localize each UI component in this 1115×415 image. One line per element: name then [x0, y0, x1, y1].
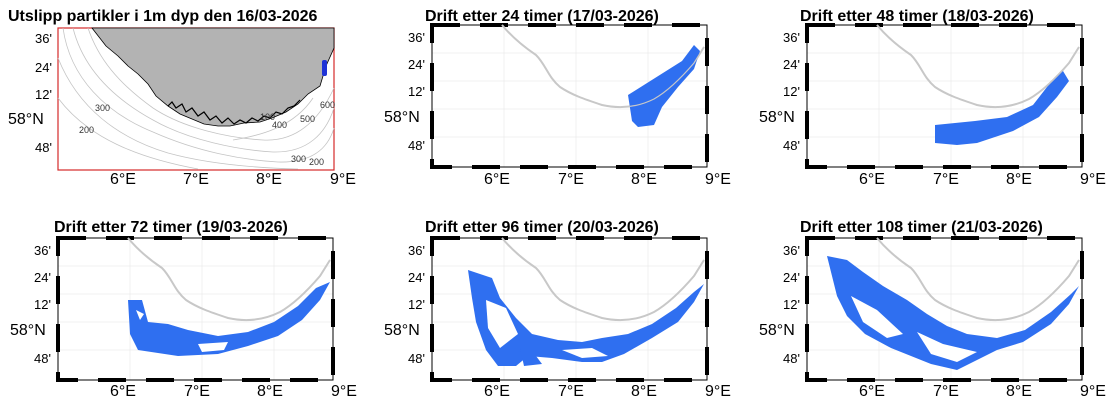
lat-label: 48' [34, 351, 51, 366]
panel-title: Drift etter 24 timer (17/03-2026) [425, 8, 659, 25]
lat-label: 36' [783, 30, 800, 45]
lat-label: 36' [35, 31, 52, 46]
lat-label: 24' [783, 270, 800, 285]
lat-label: 36' [783, 243, 800, 258]
lon-label: 6°E [859, 171, 885, 188]
drift-map [56, 236, 335, 382]
lon-label: 9°E [705, 171, 731, 188]
lon-label: 9°E [331, 383, 357, 400]
panel-title: Utslipp partikler i 1m dyp den 16/03-202… [8, 8, 318, 25]
lat-label: 24' [783, 57, 800, 72]
lat-label: 48' [408, 138, 425, 153]
lon-label: 7°E [933, 383, 959, 400]
lat-label: 24' [35, 60, 52, 75]
particle-cloud [520, 348, 542, 366]
lat-label: 58°N [759, 322, 795, 339]
particle-cloud [827, 256, 1079, 370]
panel-title: Drift etter 108 timer (21/03-2026) [800, 219, 1043, 236]
lon-label: 9°E [1080, 171, 1106, 188]
coastline [501, 237, 705, 321]
lat-label: 48' [783, 138, 800, 153]
coastline-overlay [876, 237, 1080, 321]
lat-label: 24' [408, 57, 425, 72]
particle-gap [562, 348, 608, 358]
coastline [501, 24, 705, 108]
lon-label: 6°E [110, 383, 136, 400]
lon-label: 8°E [1006, 171, 1032, 188]
contour-label: 100 [260, 112, 276, 122]
lat-label: 36' [408, 30, 425, 45]
coastline-overlay [501, 237, 705, 321]
lat-label: 58°N [8, 111, 44, 128]
drift-map [430, 23, 709, 169]
particle-gap [851, 296, 903, 338]
lon-label: 6°E [859, 383, 885, 400]
lon-label: 8°E [256, 171, 282, 188]
lon-label: 8°E [1006, 383, 1032, 400]
lon-label: 7°E [183, 171, 209, 188]
drift-map [805, 23, 1084, 169]
lat-label: 58°N [10, 322, 46, 339]
release-map [57, 27, 335, 171]
particle-cloud [468, 270, 704, 366]
coastline-overlay [127, 237, 331, 321]
lat-label: 58°N [759, 109, 795, 126]
lat-label: 12' [34, 297, 51, 312]
contour-label: 200 [79, 125, 95, 135]
lon-label: 9°E [1080, 383, 1106, 400]
panel-title: Drift etter 48 timer (18/03-2026) [800, 8, 1034, 25]
lat-label: 12' [408, 84, 425, 99]
lat-label: 48' [35, 140, 52, 155]
lon-label: 6°E [484, 171, 510, 188]
particle-gap [198, 342, 228, 352]
particle-gap [917, 332, 977, 362]
lat-label: 12' [408, 297, 425, 312]
lat-label: 36' [34, 243, 51, 258]
coastline-overlay [501, 24, 705, 108]
drift-map [430, 236, 709, 382]
release-points [322, 60, 327, 76]
contour-label: 200 [309, 157, 325, 167]
coastline-overlay [876, 24, 1080, 108]
lat-label: 24' [408, 270, 425, 285]
lat-label: 48' [783, 351, 800, 366]
panel-title: Drift etter 72 timer (19/03-2026) [54, 219, 288, 236]
lon-label: 9°E [330, 171, 356, 188]
lat-label: 58°N [384, 109, 420, 126]
particle-gap [136, 310, 144, 320]
lon-label: 6°E [484, 383, 510, 400]
lon-label: 9°E [705, 383, 731, 400]
contour-label: 600 [320, 100, 336, 110]
contour-label: 400 [272, 120, 288, 130]
lon-label: 7°E [184, 383, 210, 400]
contour-label: 500 [300, 114, 316, 124]
lat-label: 48' [408, 351, 425, 366]
lat-label: 58°N [384, 322, 420, 339]
particle-cloud [628, 45, 700, 127]
particle-cloud [128, 282, 330, 356]
contour-label: 300 [95, 103, 111, 113]
lon-label: 7°E [558, 383, 584, 400]
drift-map [805, 236, 1084, 382]
lat-label: 12' [783, 297, 800, 312]
lon-label: 7°E [933, 171, 959, 188]
contour-label: 300 [291, 154, 307, 164]
lat-label: 24' [34, 270, 51, 285]
lat-label: 12' [783, 84, 800, 99]
lat-label: 36' [408, 243, 425, 258]
particle-cloud [935, 71, 1069, 145]
lon-label: 7°E [558, 171, 584, 188]
lon-label: 8°E [631, 383, 657, 400]
lon-label: 8°E [257, 383, 283, 400]
lon-label: 6°E [110, 171, 136, 188]
particle-gap [486, 300, 518, 348]
panel-title: Drift etter 96 timer (20/03-2026) [425, 219, 659, 236]
lat-label: 12' [35, 87, 52, 102]
lon-label: 8°E [631, 171, 657, 188]
